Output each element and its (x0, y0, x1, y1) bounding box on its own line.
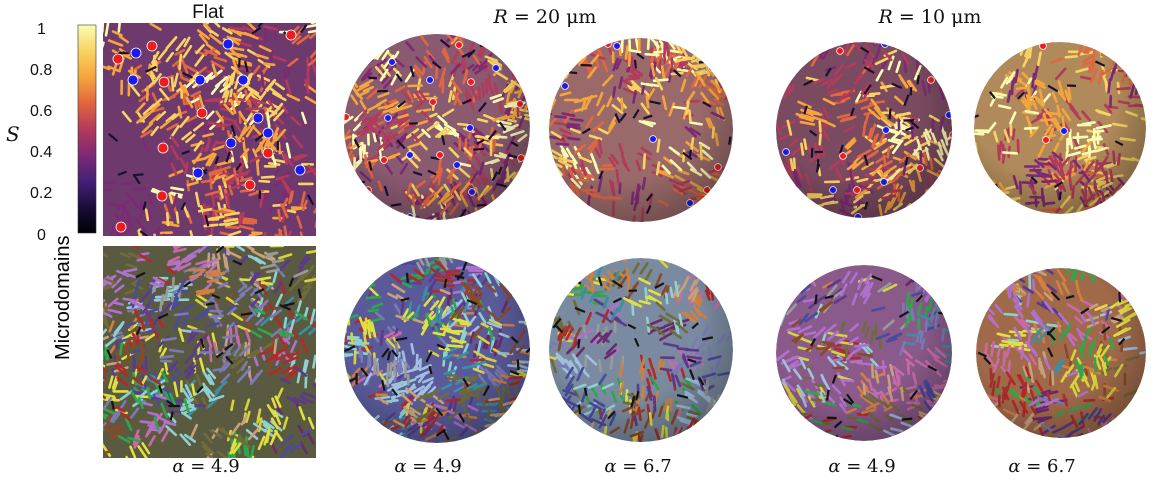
caption-flat: α = 4.9 (172, 456, 239, 477)
negative-defect-marker (294, 164, 306, 176)
negative-defect-marker (192, 167, 204, 179)
colorbar-tick: 0.8 (30, 62, 53, 79)
colorbar-tick: 0 (37, 227, 46, 244)
colorbar-tick: 0.6 (30, 103, 53, 120)
negative-defect-marker (252, 112, 264, 124)
caption-r20-b: α = 6.7 (604, 456, 671, 477)
caption-var: α (604, 456, 617, 477)
column-title-r10: R = 10 μm (879, 6, 982, 28)
negative-defect-marker (648, 223, 655, 230)
panel-r10-alpha67-microdomains (976, 268, 1146, 438)
column-title-r20-rest: = 20 μm (507, 6, 597, 28)
panel-r20-alpha49-microdomains (344, 257, 530, 443)
caption-var: α (394, 456, 407, 477)
column-title-r10-var: R (878, 6, 893, 28)
panel-r10-alpha67-order (974, 42, 1146, 214)
panel-r10-alpha49-microdomains (776, 265, 952, 441)
colorbar-label: S (6, 122, 20, 146)
positive-defect-marker (285, 29, 297, 41)
colorbar-gradient (77, 24, 97, 234)
caption-r20-a: α = 4.9 (394, 456, 461, 477)
column-title-r20-var: R (493, 6, 508, 28)
positive-defect-marker (112, 53, 124, 65)
colorbar-tick: 0.4 (30, 144, 53, 161)
positive-defect-marker (1133, 76, 1141, 84)
column-title-r20: R = 20 μm (494, 6, 597, 28)
positive-defect-marker (115, 221, 127, 233)
caption-rest: = 6.7 (1020, 456, 1076, 477)
caption-var: α (1008, 456, 1021, 477)
caption-rest: = 4.9 (184, 456, 240, 477)
caption-r10-b: α = 6.7 (1008, 456, 1075, 477)
caption-rest: = 4.9 (840, 456, 896, 477)
positive-defect-marker (244, 179, 256, 191)
panel-r10-alpha49-order (776, 42, 952, 218)
panel-flat-order (103, 23, 316, 236)
positive-defect-marker (520, 72, 528, 80)
positive-defect-marker (196, 107, 208, 119)
panel-r20-alpha67-order (549, 38, 733, 230)
caption-var: α (828, 456, 841, 477)
negative-defect-marker (222, 38, 234, 50)
column-title-r10-rest: = 10 μm (892, 6, 982, 28)
positive-defect-marker (157, 142, 169, 154)
positive-defect-marker (156, 190, 168, 202)
column-title-flat: Flat (192, 2, 224, 23)
caption-r10-a: α = 4.9 (828, 456, 895, 477)
positive-defect-marker (146, 40, 158, 52)
negative-defect-marker (225, 137, 237, 149)
colorbar (77, 24, 97, 234)
colorbar-tick: 0.2 (30, 185, 53, 202)
negative-defect-marker (262, 127, 274, 139)
negative-defect-marker (194, 74, 206, 86)
caption-rest: = 6.7 (616, 456, 672, 477)
negative-defect-marker (130, 47, 142, 59)
positive-defect-marker (158, 76, 170, 88)
positive-defect-marker (262, 147, 274, 159)
positive-defect-marker (499, 201, 507, 209)
panel-r20-alpha67-microdomains (549, 258, 733, 442)
panel-flat-microdomains (103, 246, 316, 458)
negative-defect-marker (127, 74, 139, 86)
caption-rest: = 4.9 (406, 456, 462, 477)
panel-r20-alpha49-order (344, 34, 530, 220)
colorbar-tick: 1 (37, 21, 46, 38)
caption-var: α (172, 456, 185, 477)
negative-defect-marker (237, 74, 249, 86)
